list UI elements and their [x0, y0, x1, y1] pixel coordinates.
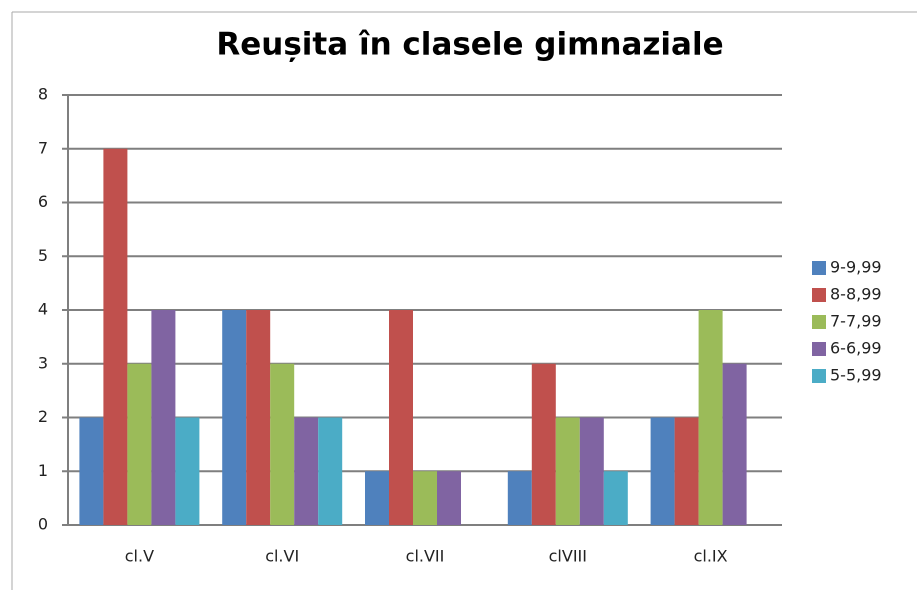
- chart-title: Reușita în clasele gimnaziale: [216, 27, 723, 63]
- legend-label: 6-6,99: [830, 339, 882, 358]
- bar: [555, 417, 580, 525]
- legend-label: 5-5,99: [830, 366, 882, 385]
- y-tick-label: 8: [38, 85, 48, 104]
- x-tick-label: cl.VII: [406, 547, 445, 566]
- y-tick-label: 2: [38, 407, 48, 426]
- legend-label: 9-9,99: [830, 258, 882, 277]
- bar: [151, 310, 176, 525]
- bar: [294, 417, 319, 525]
- y-tick-label: 1: [38, 461, 48, 480]
- y-tick-label: 7: [38, 138, 48, 157]
- legend-swatch: [812, 369, 826, 383]
- bar: [318, 417, 343, 525]
- x-tick-label: cl.V: [125, 547, 154, 566]
- bar: [127, 363, 152, 525]
- bar: [722, 363, 747, 525]
- bar: [79, 417, 104, 525]
- bar: [389, 310, 413, 525]
- bar: [222, 310, 247, 525]
- legend-swatch: [812, 315, 826, 329]
- bar: [246, 310, 271, 525]
- y-tick-label: 6: [38, 192, 48, 211]
- x-tick-label: cl.IX: [694, 547, 728, 566]
- y-tick-label: 3: [38, 353, 48, 372]
- legend-swatch: [812, 288, 826, 302]
- x-tick-label: cl.VI: [265, 547, 299, 566]
- y-tick-label: 5: [38, 246, 48, 265]
- legend-swatch: [812, 342, 826, 356]
- bar: [579, 417, 604, 525]
- bar: [437, 471, 461, 525]
- y-tick-label: 0: [38, 515, 48, 534]
- legend-label: 8-8,99: [830, 285, 882, 304]
- bar: [650, 417, 675, 525]
- x-tick-label: clVIII: [549, 547, 587, 566]
- bar: [175, 417, 200, 525]
- bar: [365, 471, 389, 525]
- bar: [270, 363, 295, 525]
- legend-swatch: [812, 261, 826, 275]
- y-tick-label: 4: [38, 300, 48, 319]
- bar: [674, 417, 699, 525]
- bar: [507, 471, 532, 525]
- bar: [698, 310, 723, 525]
- bar: [603, 471, 628, 525]
- bar: [103, 148, 128, 525]
- legend-label: 7-7,99: [830, 312, 882, 331]
- bar: [531, 363, 556, 525]
- bar: [413, 471, 437, 525]
